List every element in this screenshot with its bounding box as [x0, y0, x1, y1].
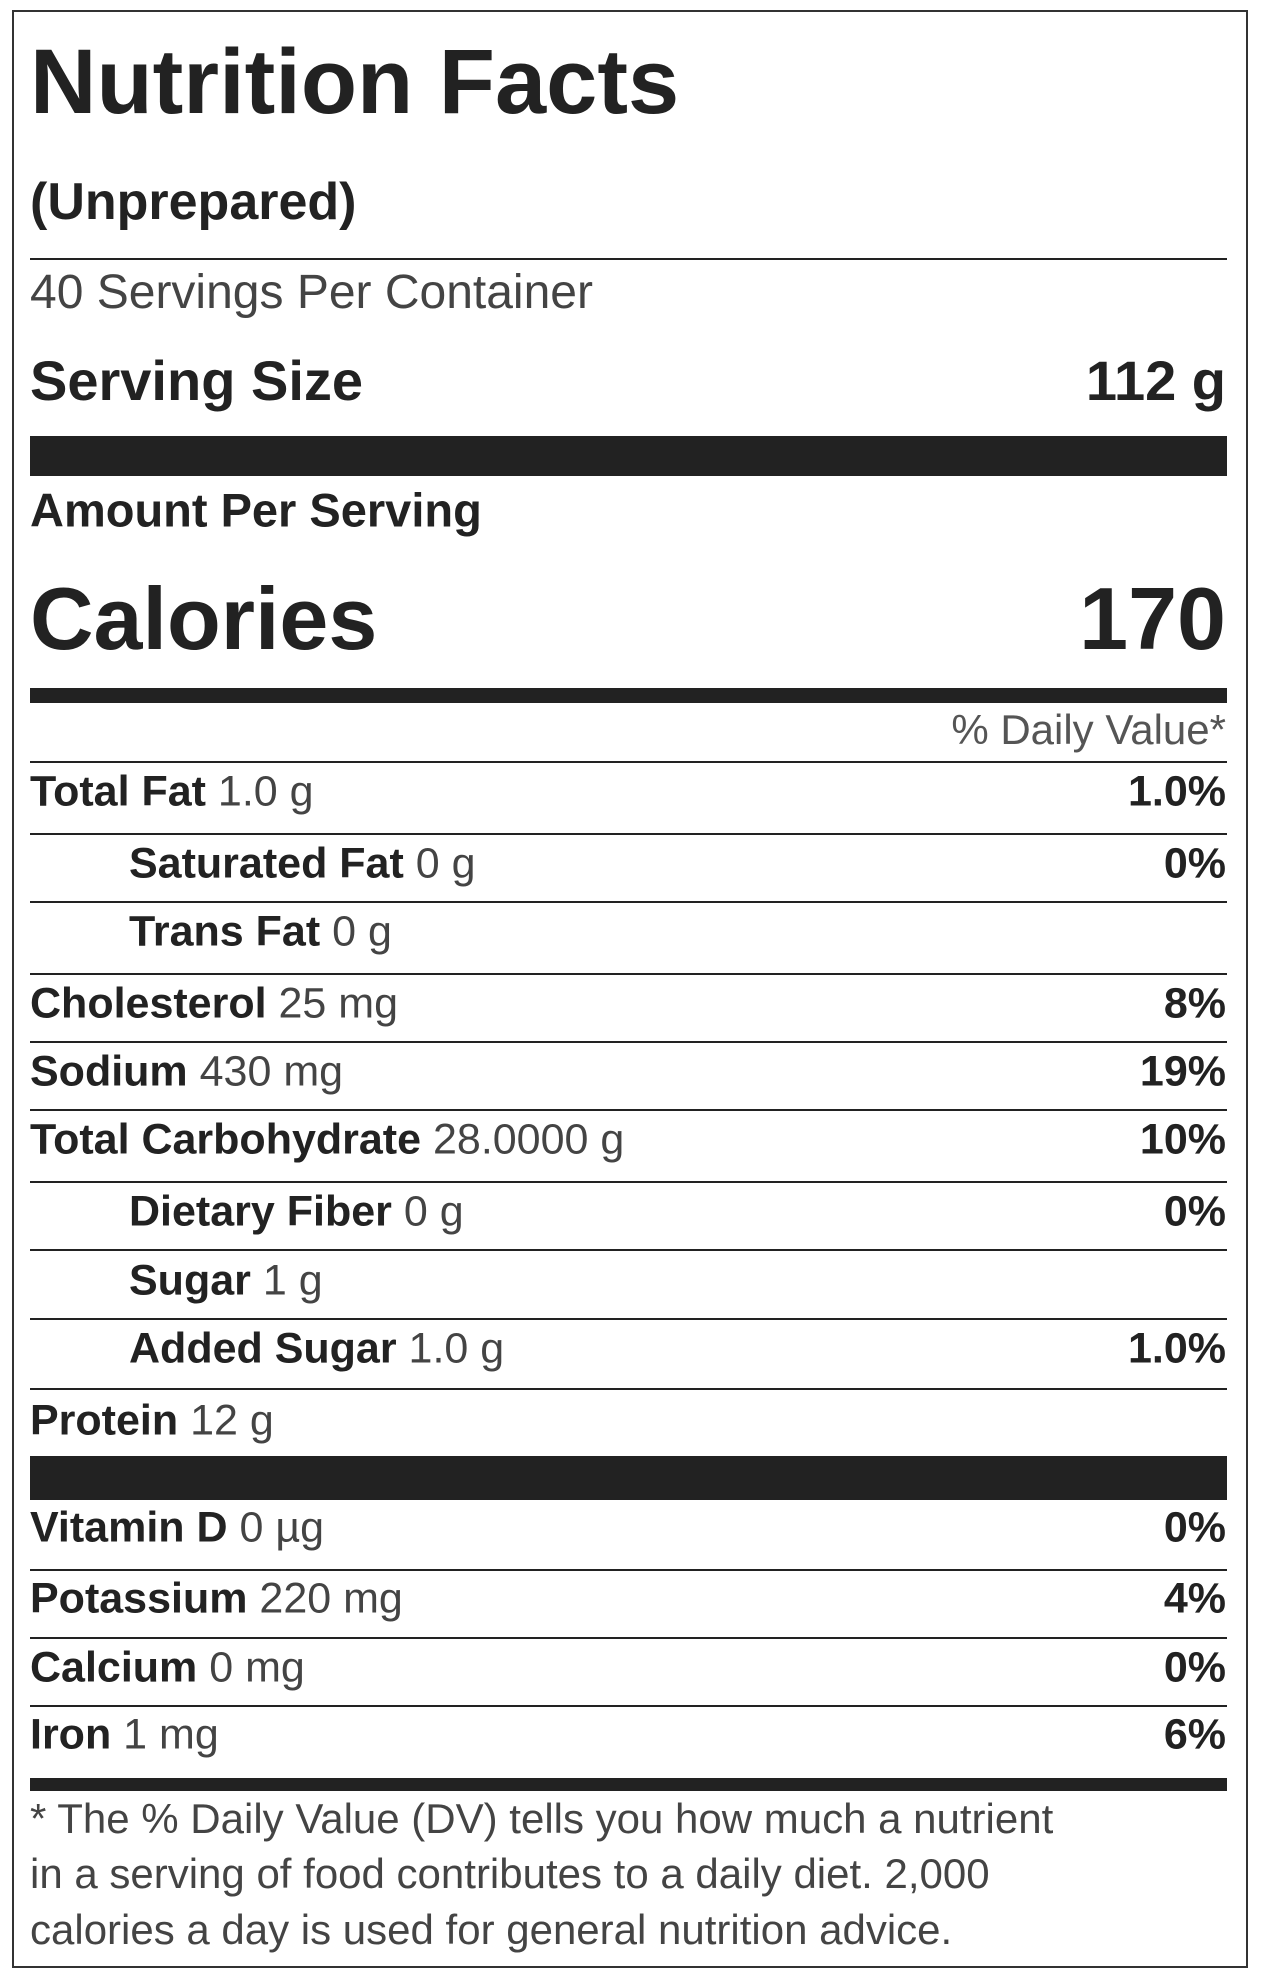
serving-size-value: 112 g: [1085, 349, 1226, 412]
daily-value: 0%: [1163, 1187, 1226, 1236]
divider: [30, 901, 1227, 903]
calories-value: 170: [1079, 569, 1226, 668]
subtitle: (Unprepared): [30, 173, 357, 231]
nutrient-name: Potassium: [30, 1574, 248, 1623]
divider: [30, 1569, 1227, 1571]
divider: [30, 1705, 1227, 1707]
nutrient-amount: 28.0000 g: [432, 1115, 625, 1164]
nutrient-name: Total Carbohydrate: [30, 1115, 422, 1164]
nutrient-amount: 12 g: [190, 1396, 274, 1445]
nutrient-name: Trans Fat: [129, 907, 321, 956]
daily-value: 10%: [1139, 1115, 1226, 1164]
nutrition-label: [12, 10, 1248, 1968]
nutrient-name: Total Fat: [30, 767, 206, 816]
nutrient-name: Vitamin D: [30, 1503, 228, 1552]
nutrient-amount: 25 mg: [278, 979, 399, 1028]
divider: [30, 1109, 1227, 1111]
nutrient-name: Calcium: [30, 1643, 198, 1692]
serving-size-label: Serving Size: [30, 349, 364, 412]
daily-value: 6%: [1163, 1710, 1226, 1759]
title: Nutrition Facts: [30, 31, 680, 133]
nutrient-row: Added Sugar 1.0 g: [129, 1324, 505, 1373]
divider: [30, 1456, 1227, 1500]
nutrient-amount: 1.0 g: [217, 767, 314, 816]
nutrient-amount: 0 mg: [209, 1643, 305, 1692]
nutrient-row: Trans Fat 0 g: [129, 907, 392, 956]
divider: [30, 1388, 1227, 1390]
nutrient-amount: 0 g: [403, 1187, 464, 1236]
nutrient-row: Sodium 430 mg: [30, 1047, 344, 1096]
nutrient-row: Iron 1 mg: [30, 1710, 219, 1759]
nutrient-name: Iron: [30, 1710, 112, 1759]
nutrient-amount: 0 g: [332, 907, 392, 956]
nutrient-row: Protein 12 g: [30, 1396, 274, 1445]
nutrient-row: Saturated Fat 0 g: [129, 839, 476, 888]
calories-label: Calories: [30, 569, 378, 668]
dv-header: % Daily Value*: [951, 706, 1226, 753]
daily-value: 1.0%: [1127, 1324, 1226, 1373]
servings: 40 Servings Per Container: [30, 266, 593, 319]
nutrient-name: Saturated Fat: [129, 839, 404, 888]
nutrient-amount: 0 g: [415, 839, 476, 888]
divider: [30, 1041, 1227, 1043]
nutrient-row: Total Fat 1.0 g: [30, 767, 314, 816]
footnote: * The % Daily Value (DV) tells you how m…: [30, 1795, 1054, 1842]
divider: [30, 1181, 1227, 1183]
daily-value: 0%: [1163, 839, 1226, 888]
daily-value: 8%: [1163, 979, 1226, 1028]
nutrient-row: Total Carbohydrate 28.0000 g: [30, 1115, 625, 1164]
divider: [30, 833, 1227, 835]
divider: [30, 1778, 1227, 1791]
daily-value: 19%: [1139, 1047, 1226, 1096]
nutrient-row: Potassium 220 mg: [30, 1574, 403, 1623]
nutrient-name: Added Sugar: [129, 1324, 397, 1373]
divider: [30, 761, 1227, 763]
nutrient-row: Calcium 0 mg: [30, 1643, 305, 1692]
nutrient-amount: 1 mg: [123, 1710, 219, 1759]
nutrient-amount: 430 mg: [199, 1047, 344, 1096]
amount-label: Amount Per Serving: [30, 483, 482, 537]
divider: [30, 436, 1227, 476]
nutrient-row: Sugar 1 g: [129, 1256, 323, 1305]
nutrient-amount: 220 mg: [259, 1574, 403, 1623]
daily-value: 0%: [1163, 1503, 1226, 1552]
nutrient-row: Vitamin D 0 µg: [30, 1503, 325, 1552]
nutrient-row: Dietary Fiber 0 g: [129, 1187, 464, 1236]
nutrient-amount: 1 g: [262, 1256, 323, 1305]
nutrient-amount: 0 µg: [239, 1503, 325, 1552]
nutrient-name: Sodium: [30, 1047, 188, 1096]
divider: [30, 1318, 1227, 1320]
divider: [30, 258, 1227, 260]
nutrient-row: Cholesterol 25 mg: [30, 979, 399, 1028]
footnote: calories a day is used for general nutri…: [30, 1906, 953, 1953]
daily-value: 1.0%: [1127, 767, 1226, 816]
divider: [30, 1249, 1227, 1251]
nutrient-name: Protein: [30, 1396, 179, 1445]
nutrient-name: Dietary Fiber: [129, 1187, 392, 1236]
daily-value: 4%: [1163, 1574, 1226, 1623]
divider: [30, 973, 1227, 975]
nutrient-name: Cholesterol: [30, 979, 267, 1028]
nutrient-amount: 1.0 g: [408, 1324, 505, 1373]
daily-value: 0%: [1163, 1643, 1226, 1692]
footnote: in a serving of food contributes to a da…: [30, 1850, 990, 1897]
nutrient-name: Sugar: [129, 1256, 251, 1305]
divider: [30, 1637, 1227, 1639]
divider: [30, 688, 1227, 703]
